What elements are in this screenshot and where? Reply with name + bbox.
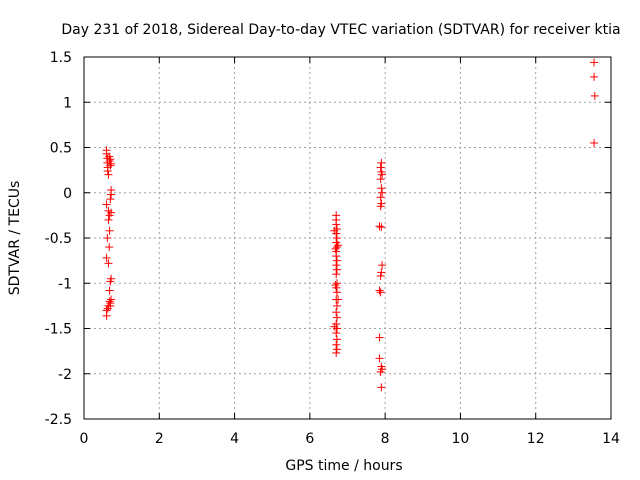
- data-point: [105, 226, 114, 235]
- data-point: [332, 261, 341, 270]
- data-point: [376, 367, 385, 376]
- data-point: [378, 170, 387, 179]
- data-point: [377, 184, 386, 193]
- data-point: [376, 288, 385, 297]
- data-point: [106, 277, 115, 286]
- data-point: [332, 313, 341, 322]
- x-tick-labels: 0 2 4 6 8 10 12 14: [80, 431, 620, 447]
- data-point: [332, 308, 341, 317]
- y-tick-label: 1: [63, 95, 72, 111]
- x-axis-label: GPS time / hours: [285, 458, 402, 474]
- data-point: [102, 253, 111, 262]
- y-tick-label: -1: [58, 276, 72, 292]
- data-point: [332, 301, 341, 310]
- data-point: [376, 202, 385, 211]
- data-points: [102, 58, 599, 392]
- data-point: [107, 190, 116, 199]
- y-tick-label: 0.5: [50, 141, 72, 157]
- x-tick-label: 0: [80, 431, 89, 447]
- data-point: [332, 252, 341, 261]
- data-point: [332, 348, 341, 357]
- data-point: [332, 340, 341, 349]
- data-point: [332, 335, 341, 344]
- data-point: [334, 295, 343, 304]
- data-point: [330, 226, 339, 235]
- grid-lines: [84, 57, 611, 419]
- data-point: [103, 167, 112, 176]
- y-tick-label: -0.5: [45, 231, 72, 247]
- data-point: [332, 279, 341, 288]
- data-point: [332, 220, 341, 229]
- data-point: [104, 259, 113, 268]
- data-point: [104, 215, 113, 224]
- data-point: [330, 322, 339, 331]
- data-point: [107, 208, 116, 217]
- data-point: [590, 72, 599, 81]
- data-point: [103, 234, 112, 242]
- data-point: [102, 200, 111, 209]
- data-point: [332, 234, 341, 242]
- y-tick-label: -1.5: [45, 322, 72, 338]
- data-point: [376, 193, 385, 202]
- data-point: [332, 345, 341, 354]
- data-point: [104, 170, 113, 179]
- data-point: [105, 286, 114, 295]
- x-tick-label: 14: [602, 431, 620, 447]
- data-point: [331, 281, 340, 290]
- data-point: [332, 288, 341, 297]
- plot-area-border: [83, 56, 612, 420]
- data-point: [105, 297, 114, 306]
- y-tick-label: -2: [58, 367, 72, 383]
- data-point: [332, 329, 341, 338]
- data-point: [377, 158, 386, 167]
- data-point: [377, 223, 386, 232]
- data-point: [332, 270, 341, 279]
- data-point: [375, 222, 384, 231]
- y-tick-labels: -2.5 -2 -1.5 -1 -0.5 0 0.5 1 1.5: [45, 50, 72, 428]
- data-point: [105, 243, 114, 252]
- data-point: [107, 159, 116, 168]
- data-point: [106, 301, 115, 310]
- x-tick-label: 4: [230, 431, 239, 447]
- data-point: [375, 333, 384, 342]
- data-point: [378, 261, 387, 270]
- data-point: [106, 195, 115, 204]
- data-point: [375, 354, 384, 363]
- y-axis-label: SDTVAR / TECUs: [7, 181, 23, 296]
- data-point: [590, 91, 599, 100]
- data-point: [376, 175, 385, 184]
- x-tick-label: 2: [155, 431, 164, 447]
- data-point: [332, 256, 341, 265]
- data-point: [590, 58, 599, 67]
- data-point: [334, 241, 343, 250]
- y-tick-label: -2.5: [45, 412, 72, 428]
- data-point: [378, 188, 387, 197]
- x-tick-label: 12: [527, 431, 545, 447]
- data-point: [376, 163, 385, 172]
- data-point: [107, 295, 116, 304]
- data-point: [377, 268, 386, 277]
- data-point: [377, 383, 386, 392]
- x-tick-label: 8: [381, 431, 390, 447]
- data-point: [332, 265, 341, 274]
- data-point: [332, 243, 341, 252]
- data-point: [106, 161, 115, 170]
- data-point: [376, 272, 385, 281]
- x-tick-label: 10: [452, 431, 470, 447]
- chart-title: Day 231 of 2018, Sidereal Day-to-day VTE…: [61, 22, 620, 38]
- y-tick-label: 0: [63, 186, 72, 202]
- y-tick-label: 1.5: [50, 50, 72, 66]
- data-point: [375, 286, 384, 295]
- x-tick-label: 6: [305, 431, 314, 447]
- data-point: [590, 138, 599, 147]
- data-point: [102, 311, 111, 320]
- axis-ticks: [83, 56, 612, 420]
